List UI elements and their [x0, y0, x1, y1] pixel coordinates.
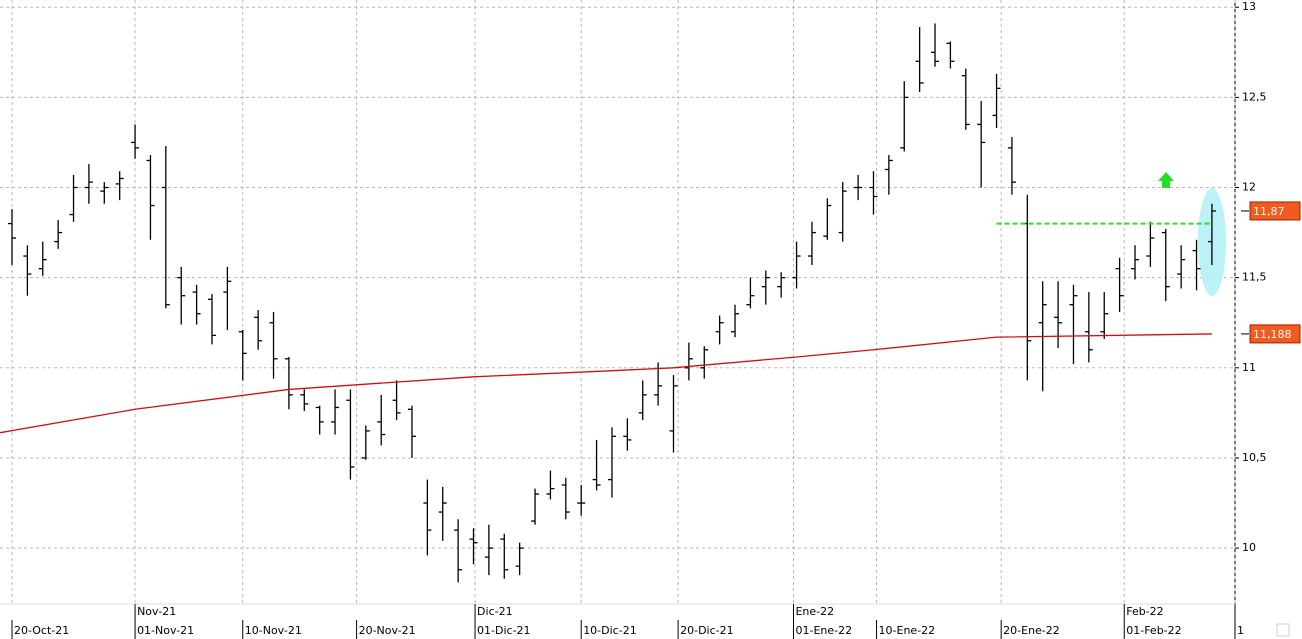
y-tick-label: 10,5	[1242, 451, 1267, 464]
x-tick-label: 10-Nov-21	[245, 624, 302, 637]
up-arrow	[1158, 172, 1174, 188]
last-value-label: 11,188	[1253, 328, 1292, 341]
y-tick-label: 10	[1242, 541, 1256, 554]
month-label: Nov-21	[137, 605, 176, 618]
x-tick-label: 01-Nov-21	[137, 624, 194, 637]
y-tick-label: 11	[1242, 361, 1256, 374]
x-tick-label: 1	[1237, 624, 1244, 637]
x-tick-label: 01-Ene-22	[795, 624, 852, 637]
month-label: Dic-21	[477, 605, 513, 618]
x-tick-label: 20-Oct-21	[14, 624, 69, 637]
last-value-tag	[1249, 324, 1301, 344]
x-tick-label: 10-Ene-22	[879, 624, 936, 637]
last-value-tag	[1249, 201, 1301, 221]
last-value-label: 11,87	[1253, 205, 1285, 218]
corner-icon	[1276, 623, 1290, 637]
x-tick-label: 20-Nov-21	[359, 624, 416, 637]
y-tick-label: 12,5	[1242, 90, 1267, 103]
y-tick-label: 13	[1242, 0, 1256, 13]
y-tick-label: 11,5	[1242, 271, 1267, 284]
x-tick-label: 01-Dic-21	[477, 624, 531, 637]
month-label: Ene-22	[795, 605, 834, 618]
y-tick-label: 12	[1242, 181, 1256, 194]
x-tick-label: 20-Ene-22	[1003, 624, 1060, 637]
month-label: Feb-22	[1126, 605, 1163, 618]
x-tick-label: 10-Dic-21	[583, 624, 637, 637]
moving-average	[0, 333, 1212, 434]
x-tick-label: 20-Dic-21	[680, 624, 734, 637]
x-tick-label: 01-Feb-22	[1126, 624, 1181, 637]
